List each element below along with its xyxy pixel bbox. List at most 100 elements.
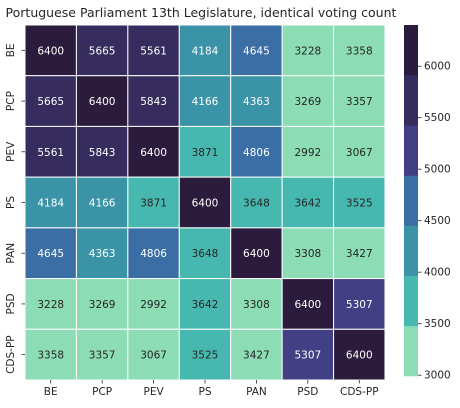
cell-value-label: 4184 — [192, 45, 219, 57]
colorbar-segment — [404, 25, 418, 76]
cell-value-label: 6400 — [346, 350, 373, 362]
heatmap-cell — [127, 75, 180, 127]
cell-value-label: 6400 — [294, 299, 321, 311]
heatmap-cell — [230, 125, 283, 178]
colorbar-tick-label: 3000 — [424, 370, 451, 382]
cell-value-label: 6400 — [37, 45, 64, 57]
cell-value-label: 3358 — [37, 350, 64, 362]
cell-value-label: 3642 — [294, 198, 321, 210]
colorbar-segment — [404, 225, 418, 276]
colorbar-tick-label: 3500 — [424, 318, 451, 330]
cell-value-label: 5307 — [346, 299, 373, 311]
heatmap-cell — [333, 328, 386, 381]
x-tick-label: PAN — [246, 386, 267, 398]
chart-title: Portuguese Parliament 13th Legislature, … — [6, 5, 397, 20]
cell-value-label: 4806 — [140, 248, 167, 260]
cell-value-label: 4806 — [243, 147, 270, 159]
cell-value-label: 4645 — [243, 45, 270, 57]
cell-value-label: 3228 — [37, 299, 64, 311]
cell-value-label: 3269 — [294, 96, 321, 108]
heatmap-cell — [281, 125, 335, 178]
colorbar-segment — [404, 125, 418, 176]
cell-value-label: 3427 — [243, 350, 270, 362]
heatmap-cell — [24, 328, 77, 381]
cell-value-label: 3228 — [294, 45, 321, 57]
cell-value-label: 3269 — [89, 299, 116, 311]
heatmap-cell — [24, 24, 77, 77]
x-tick-label: CDS-PP — [340, 386, 379, 398]
cell-value-label: 3357 — [346, 96, 373, 108]
heatmap-cell — [230, 328, 283, 381]
cell-value-label: 3871 — [192, 147, 219, 159]
cell-value-label: 4363 — [243, 96, 270, 108]
x-tick-label: PS — [199, 386, 212, 398]
cell-value-label: 3427 — [346, 248, 373, 260]
cell-value-label: 3648 — [192, 248, 219, 260]
colorbar-tick-label: 6000 — [424, 61, 451, 73]
cell-value-label: 2992 — [140, 299, 167, 311]
cell-value-label: 5665 — [89, 45, 116, 57]
heatmap-cell — [75, 176, 129, 229]
colorbar: 3000 3500 4000 4500 5000 5500 6000 — [404, 25, 451, 382]
x-tick-label: PCP — [92, 386, 112, 398]
cell-value-label: 3642 — [192, 299, 219, 311]
cell-value-label: 4166 — [192, 96, 219, 108]
cell-value-label: 5307 — [294, 350, 321, 362]
heatmap-cell — [281, 176, 335, 229]
heatmap-cell — [333, 75, 386, 127]
cell-value-label: 3648 — [243, 198, 270, 210]
cell-value-label: 3358 — [346, 45, 373, 57]
cell-value-label: 4184 — [37, 198, 64, 210]
cell-value-label: 6400 — [89, 96, 116, 108]
cell-value-label: 3525 — [192, 350, 219, 362]
colorbar-segment — [404, 175, 418, 226]
heatmap-cell — [281, 24, 335, 77]
heatmap-cell — [333, 176, 386, 229]
heatmap-cell — [230, 75, 283, 127]
heatmap-cell — [178, 278, 232, 330]
heatmap-cell — [178, 125, 232, 178]
heatmap-cell — [127, 227, 180, 280]
heatmap-cell — [127, 328, 180, 381]
heatmap-cell — [75, 24, 129, 77]
y-axis-ticks: BE PCP PEV PS PAN PSD CDS-PP — [5, 43, 25, 374]
cell-value-label: 3067 — [140, 350, 167, 362]
cell-value-label: 5843 — [140, 96, 167, 108]
cell-value-label: 4166 — [89, 198, 116, 210]
heatmap-cell — [127, 24, 180, 77]
colorbar-tick-label: 4000 — [424, 267, 451, 279]
cell-value-label: 4363 — [89, 248, 116, 260]
cell-value-label: 6400 — [140, 147, 167, 159]
y-tick-label: PCP — [5, 91, 17, 111]
heatmap-cells: 6400 5665 5561 4184 4645 3228 3358 5665 6400 5843… — [24, 24, 386, 381]
colorbar-tick-label: 5000 — [424, 164, 451, 176]
cell-value-label: 3067 — [346, 147, 373, 159]
colorbar-segment — [404, 325, 418, 377]
y-tick-label: PEV — [5, 141, 17, 162]
cell-value-label: 3871 — [140, 198, 167, 210]
heatmap-cell — [24, 227, 77, 280]
cell-value-label: 6400 — [243, 248, 270, 260]
cell-value-label: 3308 — [294, 248, 321, 260]
cell-value-label: 3308 — [243, 299, 270, 311]
heatmap-cell — [127, 125, 180, 178]
x-tick-label: PEV — [143, 386, 164, 398]
x-tick-label: PSD — [297, 386, 318, 398]
colorbar-segment — [404, 75, 418, 126]
heatmap-cell — [333, 278, 386, 330]
colorbar-tick-label: 5500 — [424, 112, 451, 124]
cell-value-label: 5561 — [140, 45, 167, 57]
heatmap-cell — [75, 278, 129, 330]
heatmap-cell — [281, 328, 335, 381]
colorbar-segment — [404, 275, 418, 327]
y-tick-label: CDS-PP — [5, 335, 17, 374]
heatmap-cell — [333, 125, 386, 178]
cell-value-label: 5843 — [89, 147, 116, 159]
y-tick-label: BE — [5, 43, 17, 57]
heatmap-cell — [24, 278, 77, 330]
cell-value-label: 2992 — [294, 147, 321, 159]
cell-value-label: 6400 — [192, 198, 219, 210]
colorbar-tick-label: 4500 — [424, 215, 451, 227]
